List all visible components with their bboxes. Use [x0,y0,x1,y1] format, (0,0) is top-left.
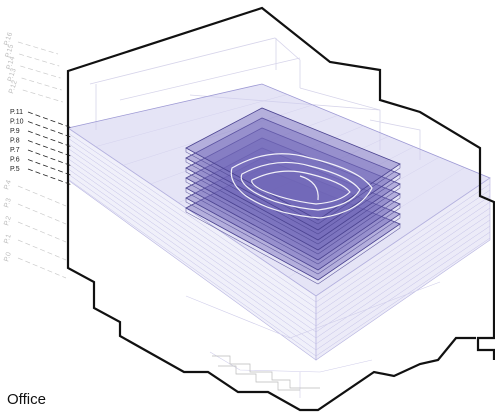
leader-line-dark [27,130,73,148]
floor-label-faint: P.3 [3,197,13,208]
floor-label-faint: P.15 [4,44,15,59]
leader-line-dark [27,168,73,186]
lower-volume-faint-lines [185,281,441,398]
floor-label-faint: P.0 [3,251,13,262]
floor-label-faint: P.2 [3,215,13,226]
highlighted-floor-slab [185,167,401,285]
leader-line-faint [22,89,63,103]
leader-line-faint [17,239,67,261]
floor-label-faint: P.14 [6,56,17,71]
leader-line-faint [17,185,67,207]
leader-line-faint [17,257,67,279]
leader-line-faint [19,53,60,67]
highlighted-floor-slab [185,107,401,225]
leader-line-dark [27,121,73,138]
floor-label-faint: P.12 [8,80,19,95]
leader-line-dark [27,111,73,129]
highlighted-floor-slab [185,147,401,265]
diagram-caption: Office [7,391,46,408]
floor-label-dark: P.5 [10,166,20,173]
leader-line-faint [17,221,67,243]
leader-line-dark [27,140,73,157]
floor-label-faint: P.1 [3,233,13,244]
floor-labels-dark: P.11 P.10 P.9 P.8 P.7 P.6 P.5 [10,109,24,173]
atrium-void [230,153,373,219]
leader-line-dark [27,159,73,176]
floor-label-faint: P.4 [3,179,13,190]
floor-label-faint: P.13 [7,68,18,83]
floor-label-dark: P.6 [10,157,20,164]
leader-line-faint [21,77,62,91]
highlighted-floor-slab [185,137,401,255]
floor-label-dark: P.8 [10,138,20,145]
leader-line-faint [17,203,67,225]
building-outline [66,6,495,412]
floor-label-dark: P.11 [10,109,23,116]
floor-label-dark: P.7 [10,147,20,154]
floor-label-dark: P.9 [10,128,20,135]
highlighted-floor-slab [185,127,401,245]
leader-line-dark [27,149,73,167]
leader-line-faint [17,41,59,55]
floor-labels-faint: P.16P.15P.14P.13P.12 P.4 P.3 P.2 P.1 P.0 [3,32,19,263]
floor-label-faint: P.16 [3,32,14,47]
floor-label-dark: P.10 [10,119,24,126]
stepped-base-lines [212,355,320,391]
floor-label-leaders [17,41,73,279]
leader-line-faint [20,65,61,79]
